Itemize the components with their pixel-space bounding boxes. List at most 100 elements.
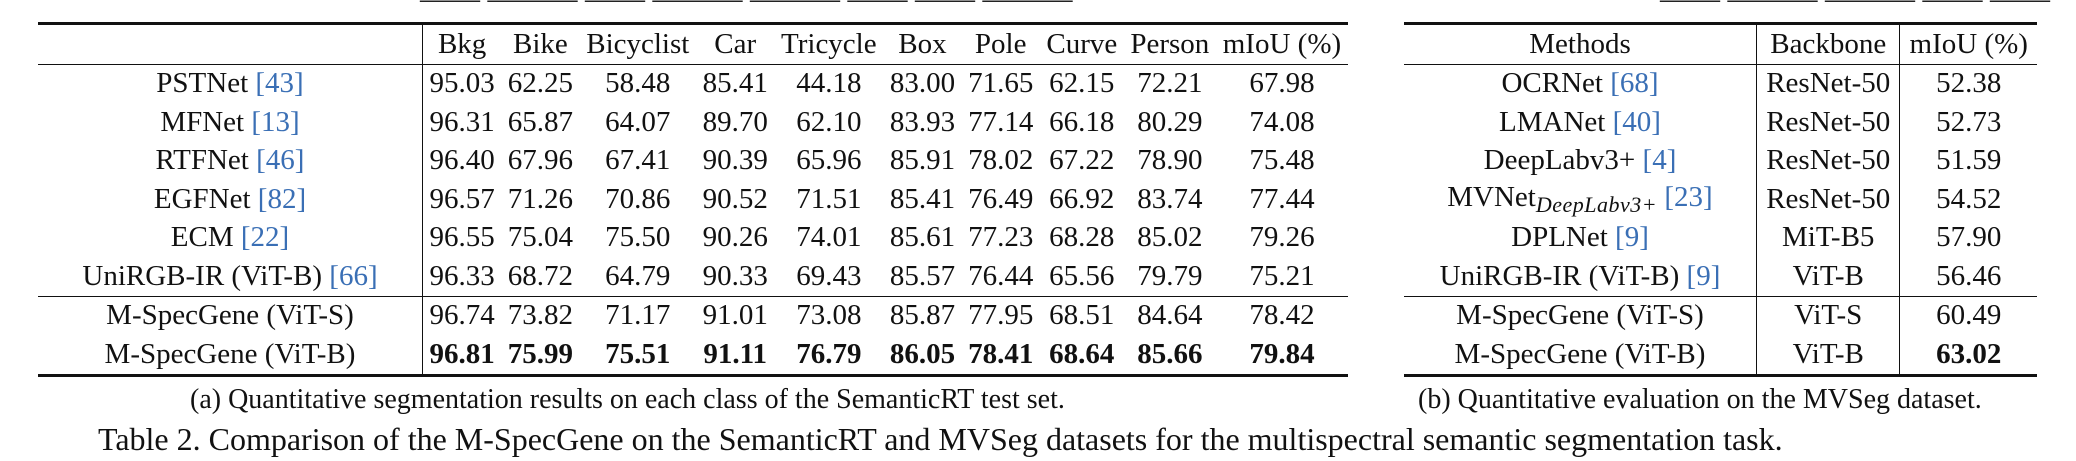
backbone: ViT-B	[1792, 259, 1864, 292]
value-cell: 65.87	[501, 103, 579, 142]
value-cell: 62.25	[501, 64, 579, 103]
method-name: DeepLabv3+	[1483, 144, 1636, 177]
value-cell: 76.44	[961, 257, 1040, 297]
value: 75.51	[605, 337, 671, 370]
method-name: ECM	[170, 221, 234, 254]
value-cell: 84.64	[1124, 296, 1216, 335]
value-cell: 64.07	[580, 103, 697, 142]
method-name-cell: UniRGB-IR (ViT-B) [66]	[38, 257, 423, 297]
value-cell: 96.40	[423, 142, 502, 181]
table-a-header-cell: Tricycle	[774, 23, 884, 65]
value: 71.51	[796, 182, 862, 215]
table-row: UniRGB-IR (ViT-B) [9] ViT-B 56.46	[1404, 257, 2037, 297]
value: 79.26	[1249, 221, 1315, 254]
value-cell: 74.08	[1216, 103, 1348, 142]
table-b-header-row: Methods Backbone mIoU (%)	[1404, 23, 2037, 65]
value-cell: 85.66	[1124, 335, 1216, 375]
value-cell: 72.21	[1124, 64, 1216, 103]
value: 62.10	[796, 105, 862, 138]
value-cell: 86.05	[883, 335, 961, 375]
backbone: ViT-S	[1794, 299, 1863, 332]
value: 58.48	[605, 67, 671, 100]
method-name-cell: ECM [22]	[38, 218, 423, 257]
method-name-cell: MFNet [13]	[38, 103, 423, 142]
method-name-cell: OCRNet [68]	[1404, 64, 1757, 103]
value: 75.99	[507, 337, 573, 370]
table-a-header-cell: Person	[1123, 23, 1216, 65]
value-cell: 91.11	[696, 335, 774, 375]
value: 91.01	[702, 299, 768, 332]
value: 85.87	[889, 299, 956, 332]
value-cell: 85.87	[883, 296, 961, 335]
value: 74.01	[796, 221, 862, 254]
table-row: M-SpecGene (ViT-B) 96.81 75.99 75.51 91.11 76…	[38, 335, 1348, 375]
table-a-body: PSTNet [43] 95.03 62.25 58.48 85.41 44.18 83.0…	[38, 64, 1348, 375]
value: 69.43	[796, 259, 862, 292]
method-name-cell: M-SpecGene (ViT-B)	[1404, 335, 1757, 375]
value-cell: 58.48	[580, 64, 697, 103]
method-name: LMANet	[1499, 105, 1606, 138]
value: 65.96	[796, 144, 862, 177]
method-name: M-SpecGene (ViT-S)	[1456, 299, 1704, 332]
value-cell: 76.49	[962, 180, 1040, 219]
value-cell: 79.79	[1123, 257, 1216, 297]
value: 96.81	[429, 337, 495, 370]
value: 74.08	[1249, 105, 1315, 138]
method-name-cell: RTFNet [46]	[38, 141, 423, 180]
value-cell: 68.51	[1040, 296, 1124, 335]
value-cell: 74.01	[774, 219, 883, 258]
value-cell: 71.51	[774, 180, 883, 219]
value-cell: 67.41	[580, 142, 697, 181]
value: 89.70	[702, 105, 768, 138]
value-cell: 77.95	[962, 296, 1040, 335]
value: 65.56	[1049, 259, 1115, 292]
value-cell: 68.72	[501, 257, 580, 297]
value: 73.82	[507, 299, 573, 332]
table-a-header-cell: Box	[883, 23, 962, 65]
value-cell: 68.28	[1040, 219, 1124, 258]
value-cell: 96.31	[423, 103, 502, 142]
value: 85.02	[1137, 221, 1203, 254]
mvseg-results-table: Methods Backbone mIoU (%) OCRNet [68] Res…	[1404, 22, 2037, 377]
value: 77.95	[968, 299, 1034, 332]
value-cell: 66.18	[1040, 103, 1124, 142]
semanticrt-results-table: Bkg Bike Bicyclist Car Tricycle Box Pole…	[38, 22, 1348, 377]
miou-cell: 63.02	[1900, 335, 2037, 375]
citation-link: [46]	[256, 144, 305, 177]
value-cell: 96.74	[423, 296, 502, 335]
citation-link: [9]	[1615, 221, 1649, 254]
value: 85.41	[702, 67, 768, 100]
miou-value: 51.59	[1936, 144, 2002, 177]
table-row: MVNetDeepLabv3+ [23] ResNet-50 54.52	[1404, 180, 2037, 219]
backbone: ResNet-50	[1766, 182, 1891, 215]
value-cell: 83.93	[883, 103, 961, 142]
value: 80.29	[1137, 105, 1203, 138]
value-cell: 77.14	[962, 103, 1040, 142]
value-cell: 91.01	[696, 296, 774, 335]
value-cell: 66.92	[1040, 180, 1124, 219]
citation-link: [13]	[251, 105, 300, 138]
method-name: UniRGB-IR (ViT-B)	[82, 259, 323, 292]
table-b-header-cell: mIoU (%)	[1899, 23, 2037, 65]
value: 75.48	[1249, 144, 1315, 177]
table-row: M-SpecGene (ViT-S) ViT-S 60.49	[1404, 296, 2037, 335]
miou-cell: 54.52	[1900, 180, 2037, 219]
method-name-cell: DPLNet [9]	[1404, 218, 1757, 257]
value-cell: 85.61	[883, 219, 961, 258]
value-cell: 67.96	[501, 142, 579, 181]
value-cell: 73.82	[501, 296, 579, 335]
value: 95.03	[429, 67, 495, 100]
value-cell: 67.22	[1040, 142, 1124, 181]
miou-cell: 60.49	[1900, 296, 2037, 335]
table-a-header-cell: Car	[696, 23, 775, 65]
value-cell: 96.55	[423, 219, 502, 258]
value: 85.61	[889, 221, 956, 254]
value: 64.07	[605, 105, 671, 138]
citation-link: [66]	[329, 259, 378, 292]
value: 96.74	[429, 299, 495, 332]
table-a-header-cell: Pole	[961, 23, 1040, 65]
value-cell: 80.29	[1124, 103, 1216, 142]
value: 79.84	[1249, 337, 1315, 370]
value: 44.18	[796, 67, 862, 100]
value-cell: 65.96	[774, 142, 883, 181]
